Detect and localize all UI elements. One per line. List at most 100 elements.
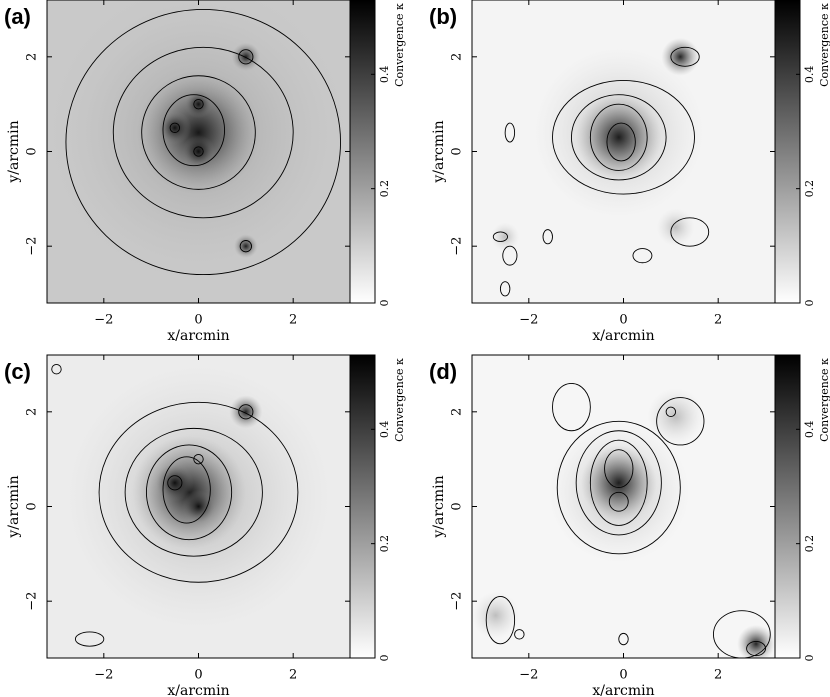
y-axis-label: y/arcmin bbox=[431, 120, 447, 183]
contour bbox=[124, 427, 263, 557]
x-tick-label: 2 bbox=[714, 668, 722, 683]
contour bbox=[556, 420, 681, 555]
map-blob bbox=[472, 591, 520, 640]
map-blob bbox=[647, 388, 704, 445]
x-tick-label: 2 bbox=[714, 313, 722, 328]
contour bbox=[618, 632, 629, 646]
colorbar-tick-label: 0.4 bbox=[378, 66, 391, 84]
y-tick-label: 0 bbox=[25, 502, 40, 510]
y-tick-label: −2 bbox=[25, 237, 40, 256]
colorbar-tick-label: 0.4 bbox=[378, 421, 391, 439]
contour bbox=[552, 382, 591, 432]
map-blob bbox=[136, 71, 261, 195]
contour bbox=[670, 217, 710, 247]
contour bbox=[492, 231, 508, 242]
x-tick-label: −2 bbox=[94, 313, 113, 328]
x-axis-label: x/arcmin bbox=[167, 328, 229, 344]
contour bbox=[193, 98, 204, 110]
y-tick-label: 2 bbox=[450, 53, 465, 61]
y-tick-label: 2 bbox=[450, 408, 465, 416]
x-tick-label: 0 bbox=[194, 668, 202, 683]
map-blob bbox=[181, 489, 216, 524]
contour bbox=[51, 364, 62, 375]
y-axis-label: y/arcmin bbox=[431, 475, 447, 538]
y-axis-label: y/arcmin bbox=[6, 120, 22, 183]
contour bbox=[502, 245, 518, 266]
map-blob bbox=[234, 234, 258, 259]
contour bbox=[713, 610, 771, 658]
y-tick-label: 2 bbox=[25, 53, 40, 61]
colorbar-tick-label: 0.2 bbox=[378, 180, 391, 198]
y-tick-label: 0 bbox=[450, 502, 465, 510]
map bbox=[47, 0, 350, 303]
y-tick-label: −2 bbox=[25, 592, 40, 611]
x-axis-label: x/arcmin bbox=[167, 683, 229, 697]
map-blob bbox=[184, 89, 213, 119]
colorbar-tick-label: 0.4 bbox=[803, 421, 816, 439]
contour bbox=[98, 401, 299, 583]
colorbar-tick-label: 0 bbox=[378, 300, 391, 307]
x-tick-label: −2 bbox=[519, 668, 538, 683]
map-blob bbox=[661, 37, 700, 76]
contour bbox=[632, 248, 653, 264]
contour bbox=[575, 430, 662, 536]
colorbar bbox=[774, 0, 801, 304]
colorbar-label: Convergence κ bbox=[393, 358, 406, 442]
map-blob bbox=[229, 395, 263, 429]
panel-label: (c) bbox=[4, 359, 31, 384]
colorbar bbox=[349, 354, 376, 659]
map-blob bbox=[181, 134, 216, 169]
panel-label: (b) bbox=[429, 4, 457, 29]
contour bbox=[499, 281, 511, 297]
colorbar-tick-label: 0.2 bbox=[803, 535, 816, 553]
contour bbox=[193, 146, 204, 157]
y-tick-label: 0 bbox=[25, 147, 40, 155]
colorbar-tick-label: 0 bbox=[803, 300, 816, 307]
x-tick-label: 2 bbox=[289, 668, 297, 683]
y-tick-label: 2 bbox=[25, 408, 40, 416]
contour bbox=[746, 640, 766, 657]
colorbar-tick-label: 0.2 bbox=[378, 535, 391, 553]
map bbox=[472, 355, 775, 658]
x-tick-label: 0 bbox=[619, 313, 627, 328]
contour bbox=[65, 9, 341, 276]
contour bbox=[145, 444, 233, 541]
colorbar bbox=[774, 354, 801, 659]
contour bbox=[238, 404, 254, 420]
colorbar-label: Convergence κ bbox=[393, 3, 406, 87]
contour bbox=[169, 122, 181, 134]
y-tick-label: 0 bbox=[450, 147, 465, 155]
x-axis-label: x/arcmin bbox=[592, 683, 654, 697]
map-blob bbox=[737, 624, 775, 658]
colorbar-tick-label: 0.4 bbox=[803, 66, 816, 84]
contour bbox=[162, 94, 225, 167]
contour bbox=[665, 406, 677, 417]
contour bbox=[514, 629, 525, 640]
map-blob bbox=[656, 208, 695, 247]
contour bbox=[193, 453, 204, 465]
map-blob bbox=[490, 222, 520, 251]
contour bbox=[485, 596, 516, 645]
contour bbox=[504, 122, 516, 143]
map-blob bbox=[576, 94, 662, 180]
colorbar bbox=[349, 0, 376, 304]
x-tick-label: −2 bbox=[94, 668, 113, 683]
contour bbox=[570, 94, 667, 181]
map bbox=[472, 0, 775, 303]
contour bbox=[656, 397, 705, 446]
contour bbox=[589, 439, 648, 526]
x-tick-label: 2 bbox=[289, 313, 297, 328]
contour bbox=[608, 491, 629, 512]
contour bbox=[542, 229, 553, 245]
contour bbox=[141, 75, 256, 190]
colorbar-label: Convergence κ bbox=[818, 358, 830, 442]
y-tick-label: −2 bbox=[450, 592, 465, 611]
contour bbox=[589, 103, 648, 171]
map-blob bbox=[158, 111, 192, 145]
colorbar-label: Convergence κ bbox=[818, 3, 830, 87]
contour bbox=[606, 122, 636, 162]
map-blob bbox=[155, 463, 194, 502]
contour bbox=[239, 240, 252, 253]
map bbox=[47, 355, 350, 658]
panel-label: (d) bbox=[429, 359, 457, 384]
